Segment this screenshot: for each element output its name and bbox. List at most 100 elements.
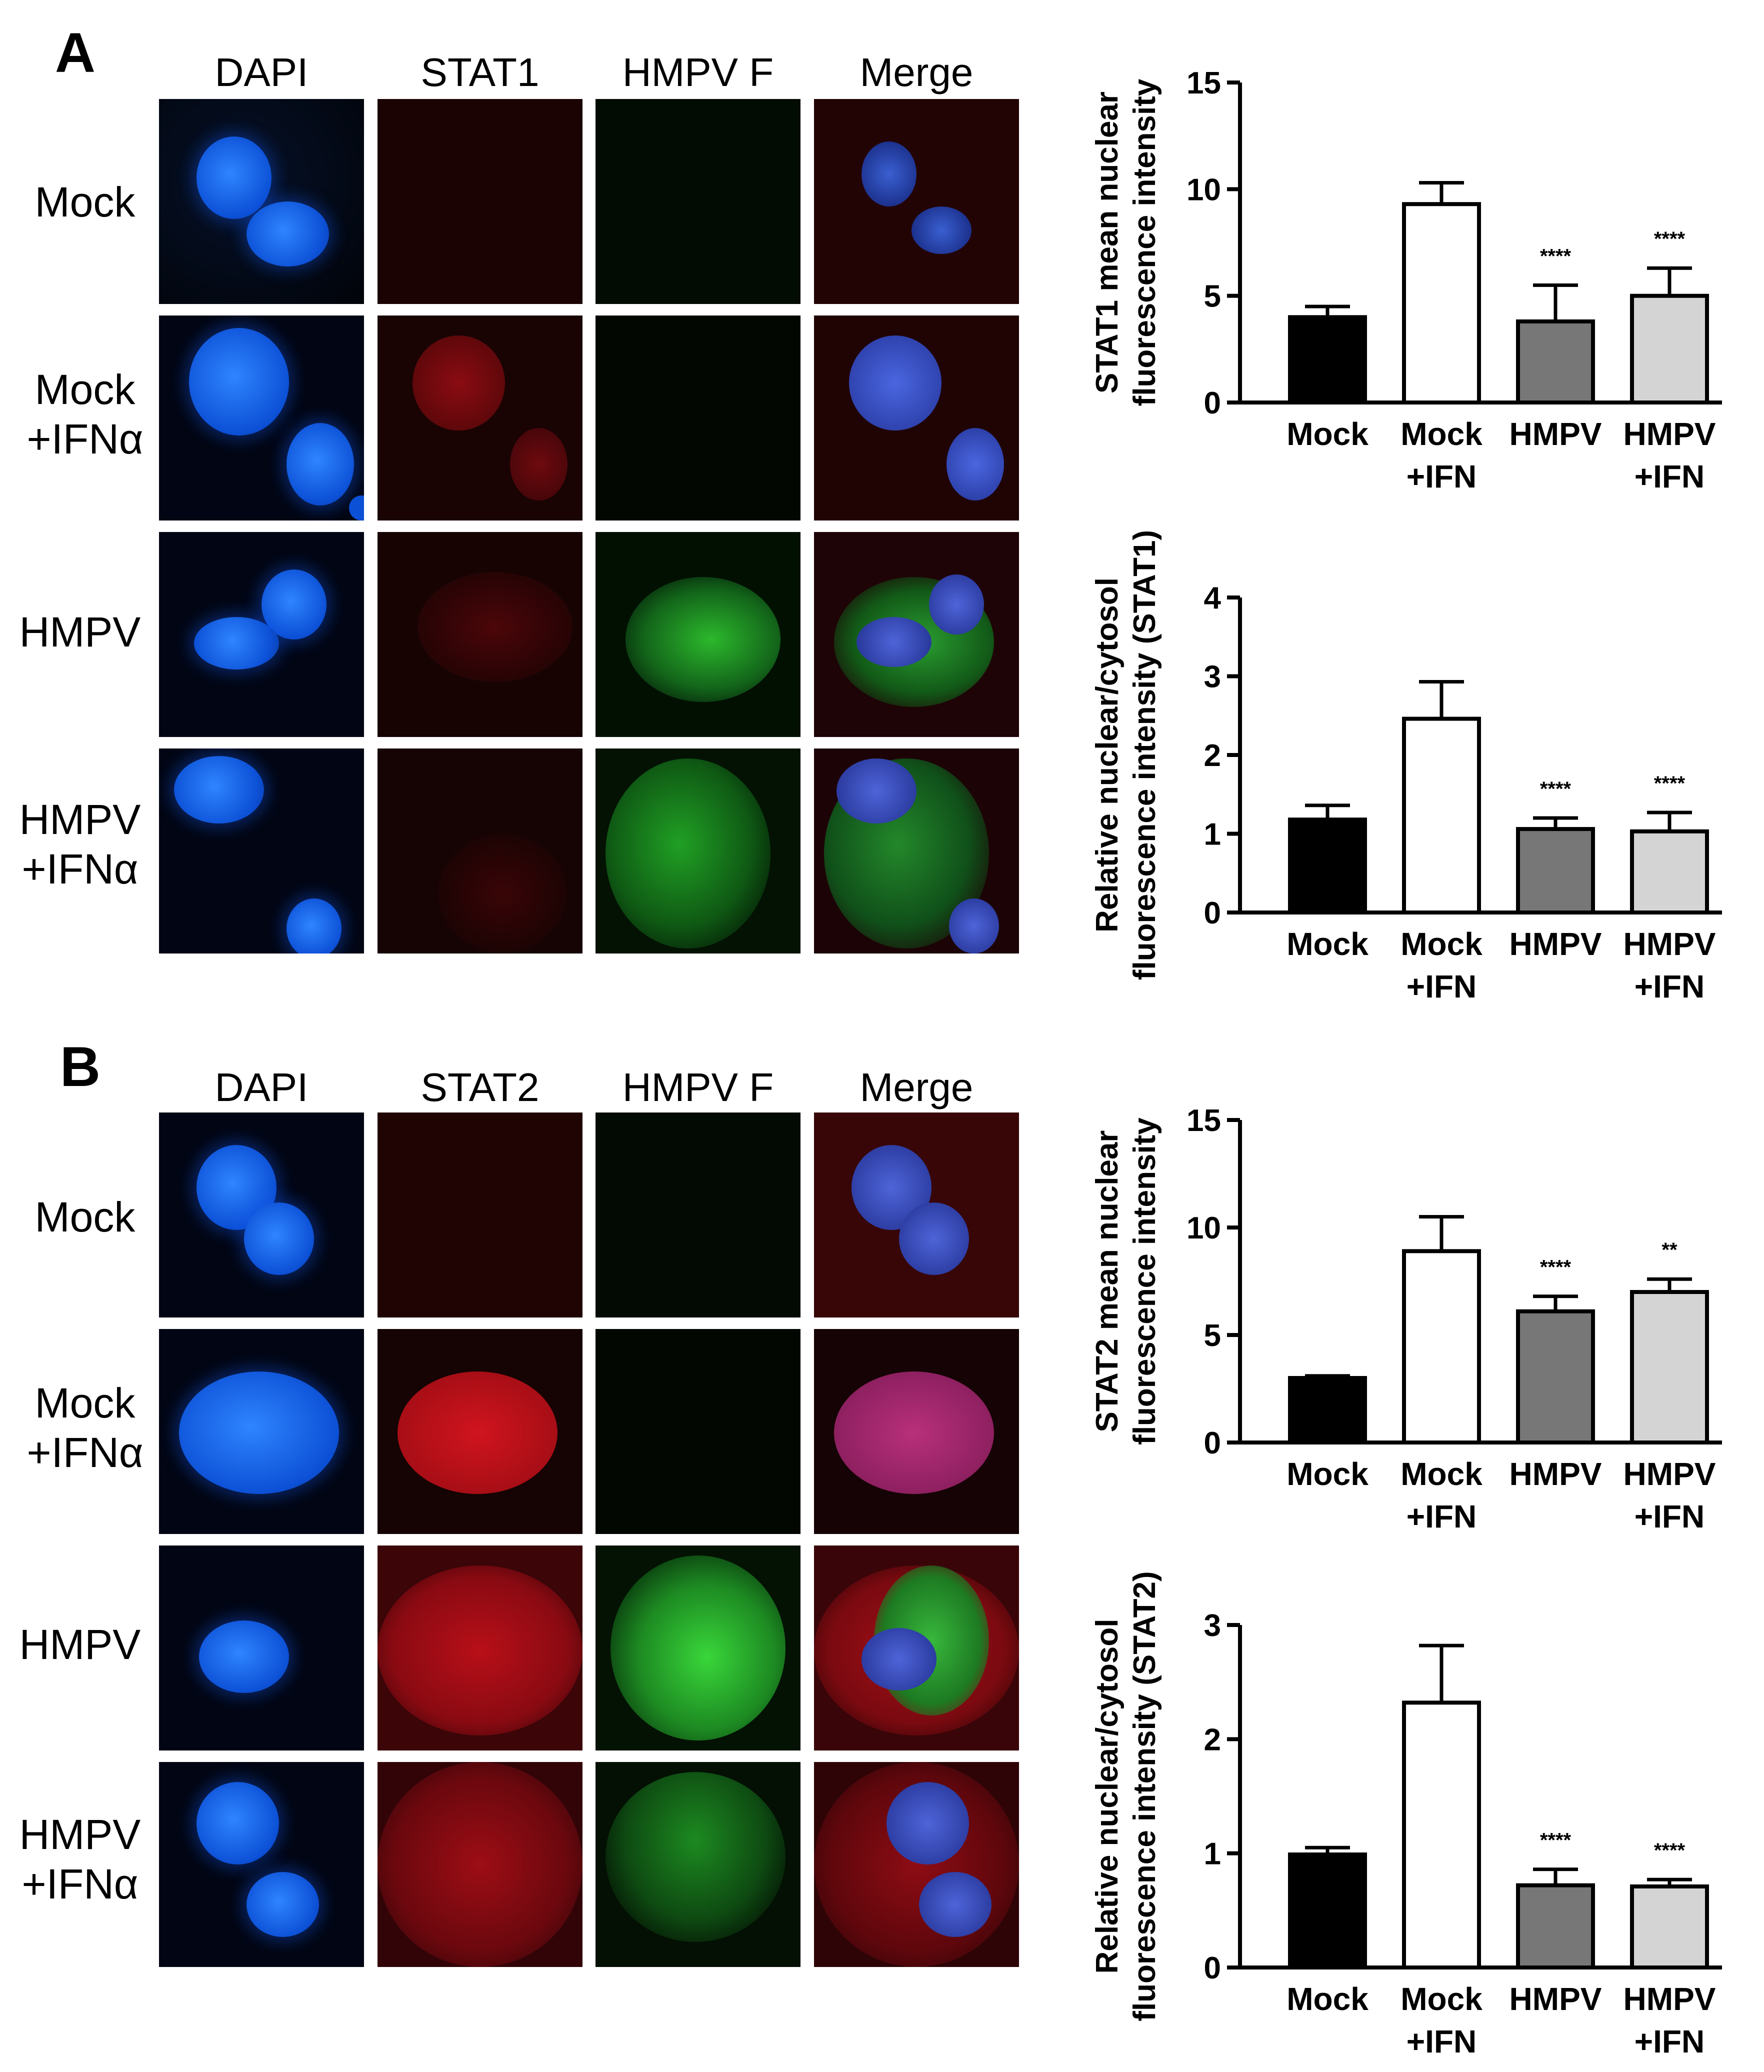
- y-tick-label: 10: [1186, 172, 1221, 207]
- micrograph-dapi-mock-a: [159, 99, 364, 304]
- y-tick-label: 0: [1204, 386, 1221, 420]
- bar: [1402, 202, 1481, 404]
- significance-label: **: [1662, 1239, 1678, 1261]
- micrograph-hmpvf-hmpv-a: [596, 532, 800, 737]
- micrograph-merge-mock-a: [814, 99, 1019, 304]
- row-label-hmpv-b: HMPV: [19, 1621, 141, 1668]
- y-axis-label: fluorescence intensity (STAT1): [1128, 530, 1162, 980]
- column-header-merge-b: Merge: [860, 1065, 974, 1110]
- micrograph-stat2-mock-b: [378, 1112, 582, 1318]
- y-tick-label: 15: [1186, 1104, 1221, 1138]
- micrograph-stat2-mock-ifn-b: [378, 1329, 582, 1534]
- micrograph-merge-mock-ifn-b: [814, 1329, 1019, 1534]
- row-label-mock-ifn-b: Mock +IFNα: [26, 1380, 144, 1476]
- column-header-hmpvf-a: HMPV F: [622, 50, 774, 94]
- y-axis-label: fluorescence intensity: [1128, 78, 1162, 406]
- bar: [1630, 829, 1709, 915]
- bar: [1402, 1249, 1481, 1444]
- micrograph-merge-mock-b: [814, 1112, 1019, 1318]
- micrograph-dapi-hmpv-ifn-a: [159, 748, 364, 954]
- y-tick-label: 2: [1204, 1722, 1221, 1757]
- bar: [1630, 1290, 1709, 1444]
- y-tick-label: 5: [1204, 1318, 1221, 1353]
- bar: [1630, 1884, 1709, 1970]
- panel-letter-b: B: [60, 1036, 100, 1098]
- y-tick-label: 3: [1204, 1608, 1221, 1643]
- micrograph-hmpvf-mock-a: [596, 99, 800, 304]
- y-axis-label: STAT1 mean nuclear: [1090, 92, 1124, 394]
- bar: [1516, 1883, 1595, 1970]
- micrograph-stat1-mock-a: [378, 99, 582, 304]
- y-tick-label: 15: [1186, 66, 1221, 100]
- bar: [1516, 827, 1595, 914]
- row-label-hmpv-a: HMPV: [19, 608, 141, 656]
- significance-label: ****: [1654, 228, 1686, 250]
- micrograph-merge-hmpv-b: [814, 1546, 1019, 1750]
- column-header-stat1-a: STAT1: [420, 50, 540, 94]
- micrograph-stat2-hmpv-ifn-b: [378, 1762, 582, 1967]
- y-tick-label: 1: [1204, 818, 1221, 852]
- chart-stat1-nuclear: 0 5 10 15 STAT1 mean nuclear fluorescence int…: [1090, 66, 1722, 494]
- category-label: Mock: [1286, 1981, 1368, 2017]
- micrograph-merge-hmpv-ifn-b: [814, 1762, 1019, 1967]
- micrograph-hmpvf-mock-ifn-b: [596, 1329, 800, 1534]
- column-header-dapi-a: DAPI: [214, 50, 308, 94]
- bar: [1516, 1309, 1595, 1444]
- category-label: HMPV: [1510, 1981, 1602, 2017]
- significance-label: ****: [1654, 1840, 1686, 1862]
- category-label: HMPV: [1624, 1456, 1716, 1492]
- micrograph-stat1-hmpv-ifn-a: [378, 748, 582, 954]
- chart-stat2-nuclear: 0 5 10 15 STAT2 mean nuclear fluorescence int…: [1090, 1104, 1722, 1534]
- micrograph-stat1-hmpv-a: [378, 532, 582, 737]
- row-label-hmpv-ifn-b: HMPV +IFNα: [19, 1811, 141, 1908]
- y-axis-label: Relative nuclear/cytosol: [1090, 1619, 1124, 1974]
- category-label: +IFN: [1406, 968, 1476, 1004]
- row-label-mock-ifn-a: Mock +IFNα: [26, 366, 144, 463]
- y-tick-label: 5: [1204, 280, 1221, 314]
- category-label: HMPV: [1624, 416, 1716, 452]
- y-tick-label: 1: [1204, 1837, 1221, 1872]
- row-label-mock-b: Mock: [34, 1194, 136, 1240]
- category-label: HMPV: [1624, 926, 1716, 962]
- micrograph-merge-mock-ifn-a: [814, 316, 1019, 520]
- y-tick-label: 10: [1186, 1211, 1221, 1246]
- category-label: Mock: [1400, 416, 1482, 452]
- category-label: +IFN: [1406, 2024, 1476, 2060]
- y-tick-label: 2: [1204, 738, 1221, 773]
- row-label-mock-a: Mock: [34, 178, 136, 226]
- column-header-stat2-b: STAT2: [420, 1065, 540, 1110]
- category-label: +IFN: [1634, 458, 1704, 494]
- category-label: HMPV: [1510, 416, 1602, 452]
- micrograph-hmpvf-mock-b: [596, 1112, 800, 1318]
- micrograph-dapi-mock-ifn-a: [159, 316, 364, 520]
- category-label: HMPV: [1510, 1456, 1602, 1492]
- micrograph-dapi-hmpv-ifn-b: [159, 1762, 364, 1967]
- category-label: Mock: [1400, 1456, 1482, 1492]
- micrograph-dapi-hmpv-b: [159, 1546, 364, 1750]
- bar: [1516, 319, 1595, 404]
- category-label: +IFN: [1634, 1498, 1704, 1534]
- category-label: Mock: [1400, 1981, 1482, 2017]
- micrograph-hmpvf-hmpv-ifn-b: [596, 1762, 800, 1967]
- category-label: Mock: [1286, 926, 1368, 962]
- significance-label: ****: [1540, 778, 1572, 800]
- category-label: HMPV: [1510, 926, 1602, 962]
- micrograph-dapi-mock-b: [159, 1112, 364, 1318]
- category-label: +IFN: [1634, 2024, 1704, 2060]
- column-header-merge-a: Merge: [860, 50, 974, 94]
- chart-stat2-ratio: 0 1 2 3 Relative nuclear/cytosol fluorescence…: [1090, 1571, 1722, 2060]
- micrograph-dapi-mock-ifn-b: [159, 1329, 364, 1534]
- bar: [1288, 818, 1367, 915]
- bar: [1402, 716, 1481, 914]
- bar: [1288, 1852, 1367, 1970]
- micrograph-hmpvf-mock-ifn-a: [596, 316, 800, 520]
- significance-label: ****: [1540, 1830, 1572, 1852]
- significance-label: ****: [1654, 772, 1686, 794]
- category-label: +IFN: [1634, 968, 1704, 1004]
- y-tick-label: 0: [1204, 1426, 1221, 1460]
- y-tick-label: 3: [1204, 660, 1221, 694]
- micrograph-merge-hmpv-ifn-a: [814, 748, 1019, 954]
- y-axis-label: fluorescence intensity: [1128, 1118, 1162, 1445]
- category-label: HMPV: [1624, 1981, 1716, 2017]
- column-header-hmpvf-b: HMPV F: [622, 1065, 774, 1110]
